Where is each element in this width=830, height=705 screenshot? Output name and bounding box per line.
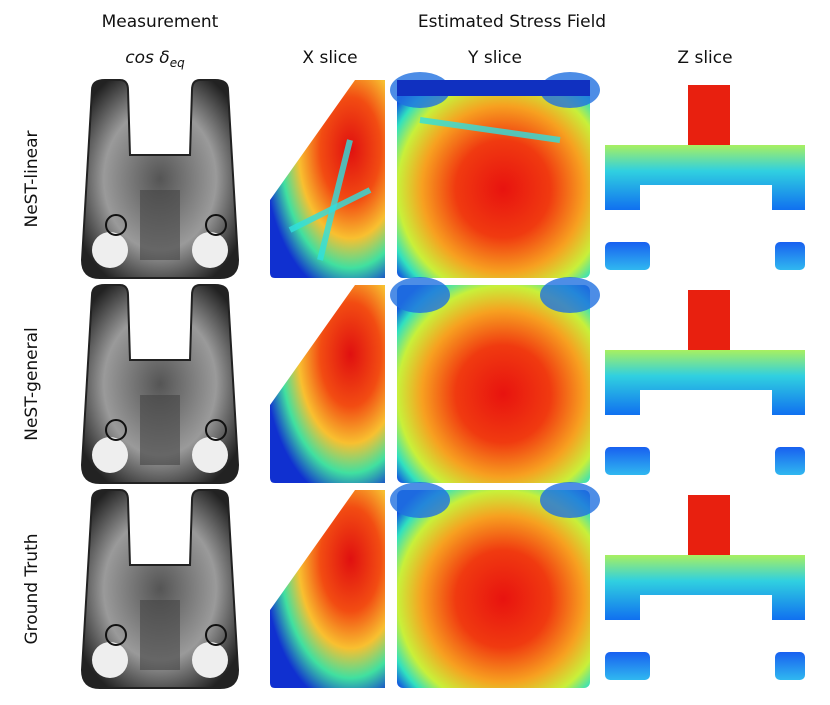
fringe bbox=[205, 624, 227, 646]
column-title: X slice bbox=[302, 48, 357, 68]
fringe bbox=[92, 232, 128, 268]
row-label: Ground Truth bbox=[22, 533, 42, 644]
z-body bbox=[605, 555, 805, 620]
z-body bbox=[605, 145, 805, 210]
fringe bbox=[205, 214, 227, 236]
fringe bbox=[92, 437, 128, 473]
z-foot bbox=[775, 447, 805, 475]
measurement-image bbox=[80, 489, 240, 689]
fringe bbox=[105, 624, 127, 646]
column-subtitle: cos δeq bbox=[125, 48, 185, 70]
z-foot bbox=[605, 242, 650, 270]
z-foot bbox=[775, 242, 805, 270]
group-title: Estimated Stress Field bbox=[418, 12, 606, 32]
y-slice-corner bbox=[540, 277, 600, 313]
fringe bbox=[192, 642, 228, 678]
column-title: Z slice bbox=[677, 48, 732, 68]
x-slice bbox=[270, 80, 385, 278]
fringe bbox=[140, 395, 180, 465]
x-slice bbox=[270, 285, 385, 483]
z-foot bbox=[605, 447, 650, 475]
symbol: cos δ bbox=[125, 48, 169, 68]
z-stem bbox=[688, 495, 730, 555]
fringe bbox=[105, 419, 127, 441]
row-label: NeST-linear bbox=[22, 130, 42, 227]
measurement-image bbox=[80, 79, 240, 279]
fringe bbox=[105, 214, 127, 236]
fringe bbox=[205, 419, 227, 441]
y-slice bbox=[397, 80, 590, 278]
z-foot bbox=[605, 652, 650, 680]
fringe bbox=[140, 600, 180, 670]
fringe bbox=[192, 232, 228, 268]
artifact bbox=[317, 139, 353, 261]
fringe bbox=[92, 642, 128, 678]
column-title: Measurement bbox=[102, 12, 219, 32]
x-slice bbox=[270, 490, 385, 688]
y-slice bbox=[397, 490, 590, 688]
measurement-image bbox=[80, 284, 240, 484]
artifact bbox=[419, 117, 561, 143]
z-stem bbox=[688, 290, 730, 350]
subscript: eq bbox=[170, 56, 185, 70]
fringe bbox=[140, 190, 180, 260]
y-slice-corner bbox=[390, 277, 450, 313]
y-slice bbox=[397, 285, 590, 483]
fringe bbox=[192, 437, 228, 473]
row-label: NeST-general bbox=[22, 327, 42, 441]
y-slice-corner bbox=[390, 482, 450, 518]
z-foot bbox=[775, 652, 805, 680]
z-body bbox=[605, 350, 805, 415]
artifact bbox=[397, 80, 590, 96]
column-title: Y slice bbox=[467, 48, 522, 68]
z-stem bbox=[688, 85, 730, 145]
y-slice-corner bbox=[540, 482, 600, 518]
